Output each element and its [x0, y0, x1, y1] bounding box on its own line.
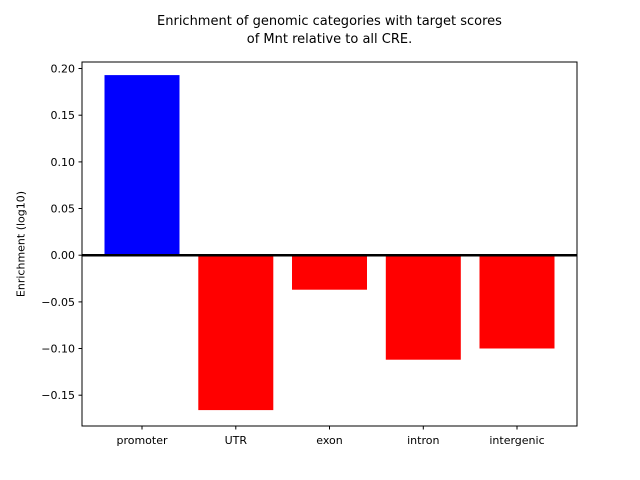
y-tick-label: 0.15 [51, 109, 76, 122]
y-tick-label: −0.05 [41, 296, 75, 309]
x-tick-label-promoter: promoter [116, 434, 168, 447]
bar-intergenic [479, 255, 555, 349]
y-tick-label: 0.05 [51, 202, 76, 215]
x-tick-label-intron: intron [407, 434, 439, 447]
y-tick-label: −0.15 [41, 389, 75, 402]
y-tick-label: −0.10 [41, 342, 75, 355]
y-tick-label: 0.00 [51, 249, 76, 262]
bar-UTR [198, 255, 274, 411]
chart-title: Enrichment of genomic categories with ta… [157, 14, 502, 47]
x-tick-label-exon: exon [316, 434, 342, 447]
bar-promoter [104, 75, 180, 256]
y-tick-label: 0.20 [51, 62, 76, 75]
x-tick-label-UTR: UTR [225, 434, 248, 447]
x-tick-label-intergenic: intergenic [489, 434, 544, 447]
bar-intron [385, 255, 461, 360]
y-tick-label: 0.10 [51, 156, 76, 169]
bar-exon [292, 255, 367, 290]
